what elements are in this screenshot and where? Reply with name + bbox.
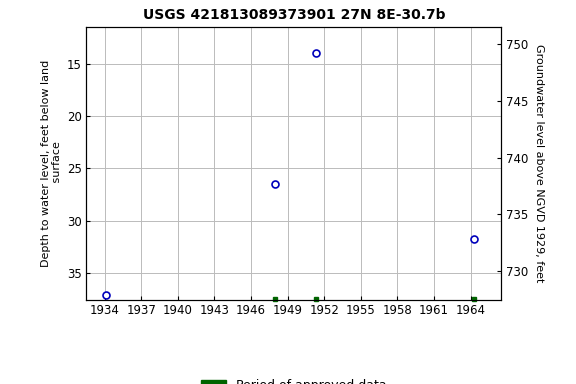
Y-axis label: Depth to water level, feet below land
 surface: Depth to water level, feet below land su… (41, 60, 63, 267)
Legend: Period of approved data: Period of approved data (196, 374, 392, 384)
Y-axis label: Groundwater level above NGVD 1929, feet: Groundwater level above NGVD 1929, feet (534, 44, 544, 282)
Title: USGS 421813089373901 27N 8E-30.7b: USGS 421813089373901 27N 8E-30.7b (142, 8, 445, 22)
